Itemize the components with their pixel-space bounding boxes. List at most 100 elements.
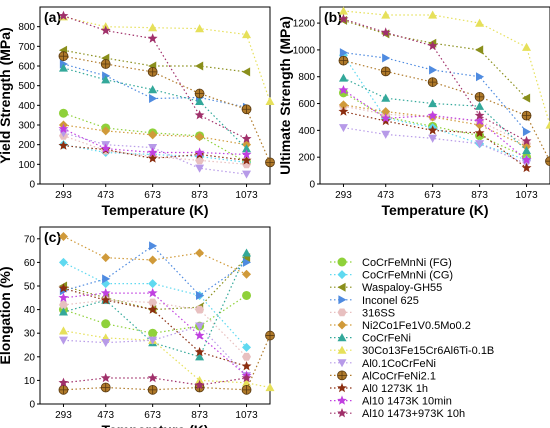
series-al10-1473-973k-10h — [58, 10, 252, 143]
data-point — [522, 93, 531, 103]
data-point — [58, 257, 68, 267]
data-point — [100, 372, 111, 383]
data-point — [338, 6, 348, 15]
data-point — [147, 304, 158, 314]
data-point — [148, 255, 158, 265]
panel-a: 0 100 200 300 400 500 600 700 800 293 473 673 873 107… — [0, 6, 275, 218]
data-point — [100, 59, 111, 69]
data-point — [58, 63, 68, 72]
data-point — [100, 287, 111, 298]
data-point — [242, 30, 252, 39]
data-point — [241, 133, 252, 143]
data-point — [194, 110, 205, 120]
data-point — [195, 305, 205, 314]
data-point — [58, 377, 69, 387]
data-point — [427, 77, 438, 87]
data-point — [195, 156, 205, 165]
series-line — [343, 60, 550, 162]
legend-entry: 316SS — [330, 307, 395, 319]
data-point — [195, 322, 205, 331]
y-tick-label: 0 — [29, 400, 35, 411]
series-alcocrfeni2-1 — [58, 51, 275, 168]
y-tick-label: 700 — [18, 42, 35, 53]
series-al0-1273k-1h — [58, 283, 252, 371]
data-point — [58, 231, 68, 241]
x-tick-label: 673 — [144, 410, 161, 421]
data-point — [194, 346, 205, 357]
plot-frame — [319, 6, 550, 185]
data-point — [475, 140, 485, 149]
data-point — [474, 115, 485, 126]
series-line — [63, 67, 247, 150]
y-tick-label: 50 — [24, 282, 36, 293]
panel-c: 0 10 20 30 40 50 60 70 293 473 673 873 1073 Temperatu… — [0, 226, 275, 428]
x-tick-label: 293 — [335, 190, 352, 201]
data-point — [147, 33, 158, 43]
data-point — [148, 298, 158, 307]
series-line — [343, 10, 550, 126]
data-point — [58, 384, 69, 395]
data-point — [100, 143, 111, 153]
legend-marker — [337, 257, 347, 267]
data-point — [148, 328, 158, 338]
legend-entry: CoCrFeMnNi (FG) — [330, 257, 452, 269]
data-point — [521, 162, 532, 173]
data-point — [58, 283, 69, 293]
data-point — [242, 352, 251, 361]
data-point — [475, 45, 484, 55]
legend-entry: Al0.1CoCrFeNi — [330, 358, 436, 370]
x-tick-label: 673 — [144, 190, 161, 201]
data-point — [474, 91, 485, 102]
data-point — [242, 269, 252, 279]
data-point — [521, 154, 532, 165]
series-line — [63, 128, 247, 156]
data-point — [241, 361, 252, 371]
legend-marker — [337, 333, 347, 342]
y-tick-label: 20 — [24, 352, 36, 363]
data-point — [58, 51, 69, 62]
data-point — [339, 48, 348, 58]
series-line — [343, 127, 527, 165]
panel-label: (c) — [44, 229, 61, 245]
legend-entry: Ni2Co1Fe1V0.5Mo0.2 — [330, 320, 471, 332]
data-point — [241, 104, 252, 115]
series-line — [63, 55, 271, 163]
legend-entry: AlCoCrFeNi2.1 — [330, 370, 436, 382]
data-point — [147, 287, 158, 298]
series-line — [63, 132, 247, 175]
series-line — [63, 49, 247, 73]
data-point — [194, 147, 205, 157]
data-point — [427, 40, 438, 51]
data-point — [242, 248, 252, 257]
x-axis-label: Temperature (K) — [101, 422, 208, 428]
data-point — [381, 130, 391, 139]
data-point — [380, 113, 391, 123]
data-point — [195, 61, 204, 71]
legend-entry: Al10 1473K 10min — [330, 395, 452, 408]
series-line — [343, 105, 527, 145]
series-line — [343, 111, 527, 169]
series-al10-1473-973k-10h — [338, 13, 532, 146]
data-point — [338, 85, 349, 95]
series-line — [63, 144, 247, 163]
data-point — [545, 156, 550, 167]
data-point — [381, 10, 391, 19]
series-line — [63, 287, 247, 367]
x-tick-label: 293 — [55, 410, 72, 421]
data-point — [100, 382, 111, 393]
data-point — [101, 339, 111, 348]
legend-marker — [337, 345, 347, 354]
data-point — [241, 384, 252, 395]
y-tick-label: 400 — [298, 126, 315, 137]
data-point — [58, 292, 69, 302]
data-point — [522, 127, 532, 137]
y-tick-label: 300 — [18, 121, 35, 132]
data-point — [100, 25, 111, 35]
data-point — [521, 110, 532, 121]
y-tick-label: 70 — [24, 234, 36, 245]
series-316ss — [59, 296, 251, 361]
data-point — [242, 342, 252, 352]
legend-label: CoCrFeMnNi (FG) — [362, 257, 452, 269]
data-point — [194, 88, 205, 99]
panel-b: 0 200 400 600 800 1000 1200 293 473 673 873 1073 Tem… — [277, 6, 550, 218]
